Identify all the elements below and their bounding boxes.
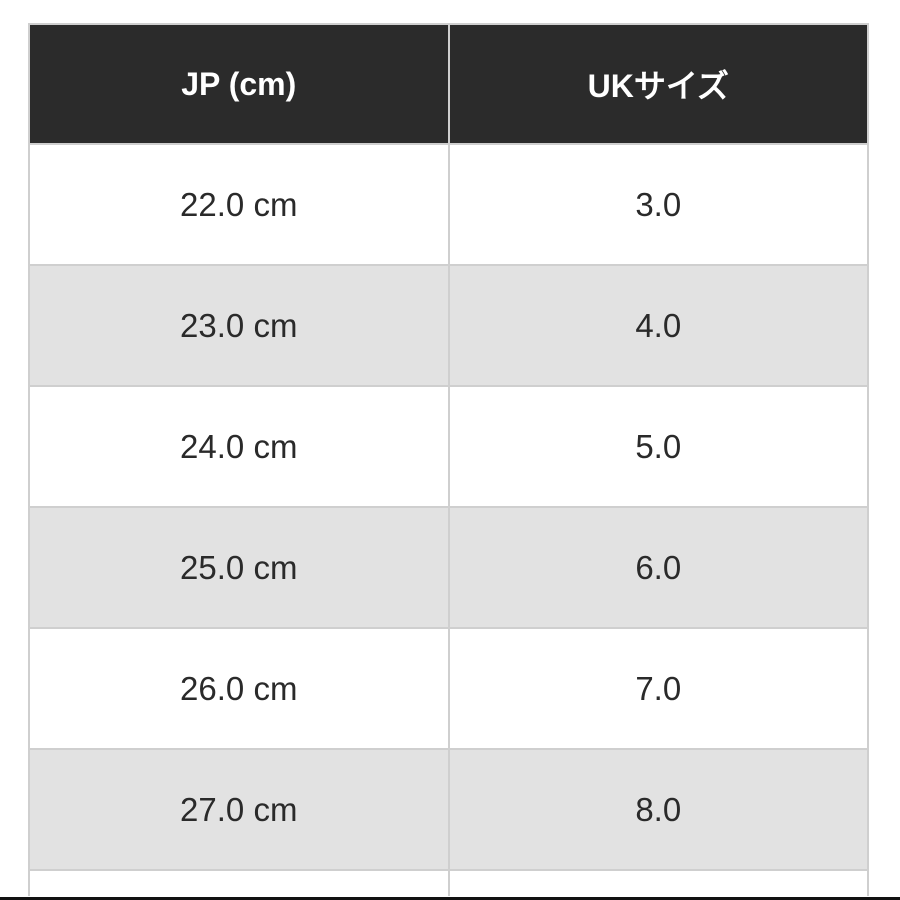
jp-cell: 26.0 cm <box>28 627 450 750</box>
table-row: 22.0 cm 3.0 <box>28 143 869 266</box>
table-row-partial <box>28 869 869 896</box>
uk-cell: 3.0 <box>447 143 869 266</box>
table-row: 27.0 cm 8.0 <box>28 748 869 871</box>
header-row: JP (cm) UKサイズ <box>28 23 869 145</box>
header-uk-size: UKサイズ <box>447 23 869 145</box>
table-row: 25.0 cm 6.0 <box>28 506 869 629</box>
table-row: 24.0 cm 5.0 <box>28 385 869 508</box>
jp-cell: 22.0 cm <box>28 143 450 266</box>
jp-cell: 24.0 cm <box>28 385 450 508</box>
uk-cell: 7.0 <box>447 627 869 750</box>
uk-cell: 8.0 <box>447 748 869 871</box>
size-chart-table: JP (cm) UKサイズ 22.0 cm 3.0 23.0 cm 4.0 24.0… <box>28 23 869 896</box>
uk-cell: 5.0 <box>447 385 869 508</box>
jp-cell <box>28 869 450 896</box>
header-jp-cm: JP (cm) <box>28 23 450 145</box>
uk-cell <box>447 869 869 896</box>
jp-cell: 27.0 cm <box>28 748 450 871</box>
uk-cell: 4.0 <box>447 264 869 387</box>
jp-cell: 25.0 cm <box>28 506 450 629</box>
uk-cell: 6.0 <box>447 506 869 629</box>
bottom-edge-bar <box>0 897 900 900</box>
table-row: 23.0 cm 4.0 <box>28 264 869 387</box>
table-row: 26.0 cm 7.0 <box>28 627 869 750</box>
jp-cell: 23.0 cm <box>28 264 450 387</box>
